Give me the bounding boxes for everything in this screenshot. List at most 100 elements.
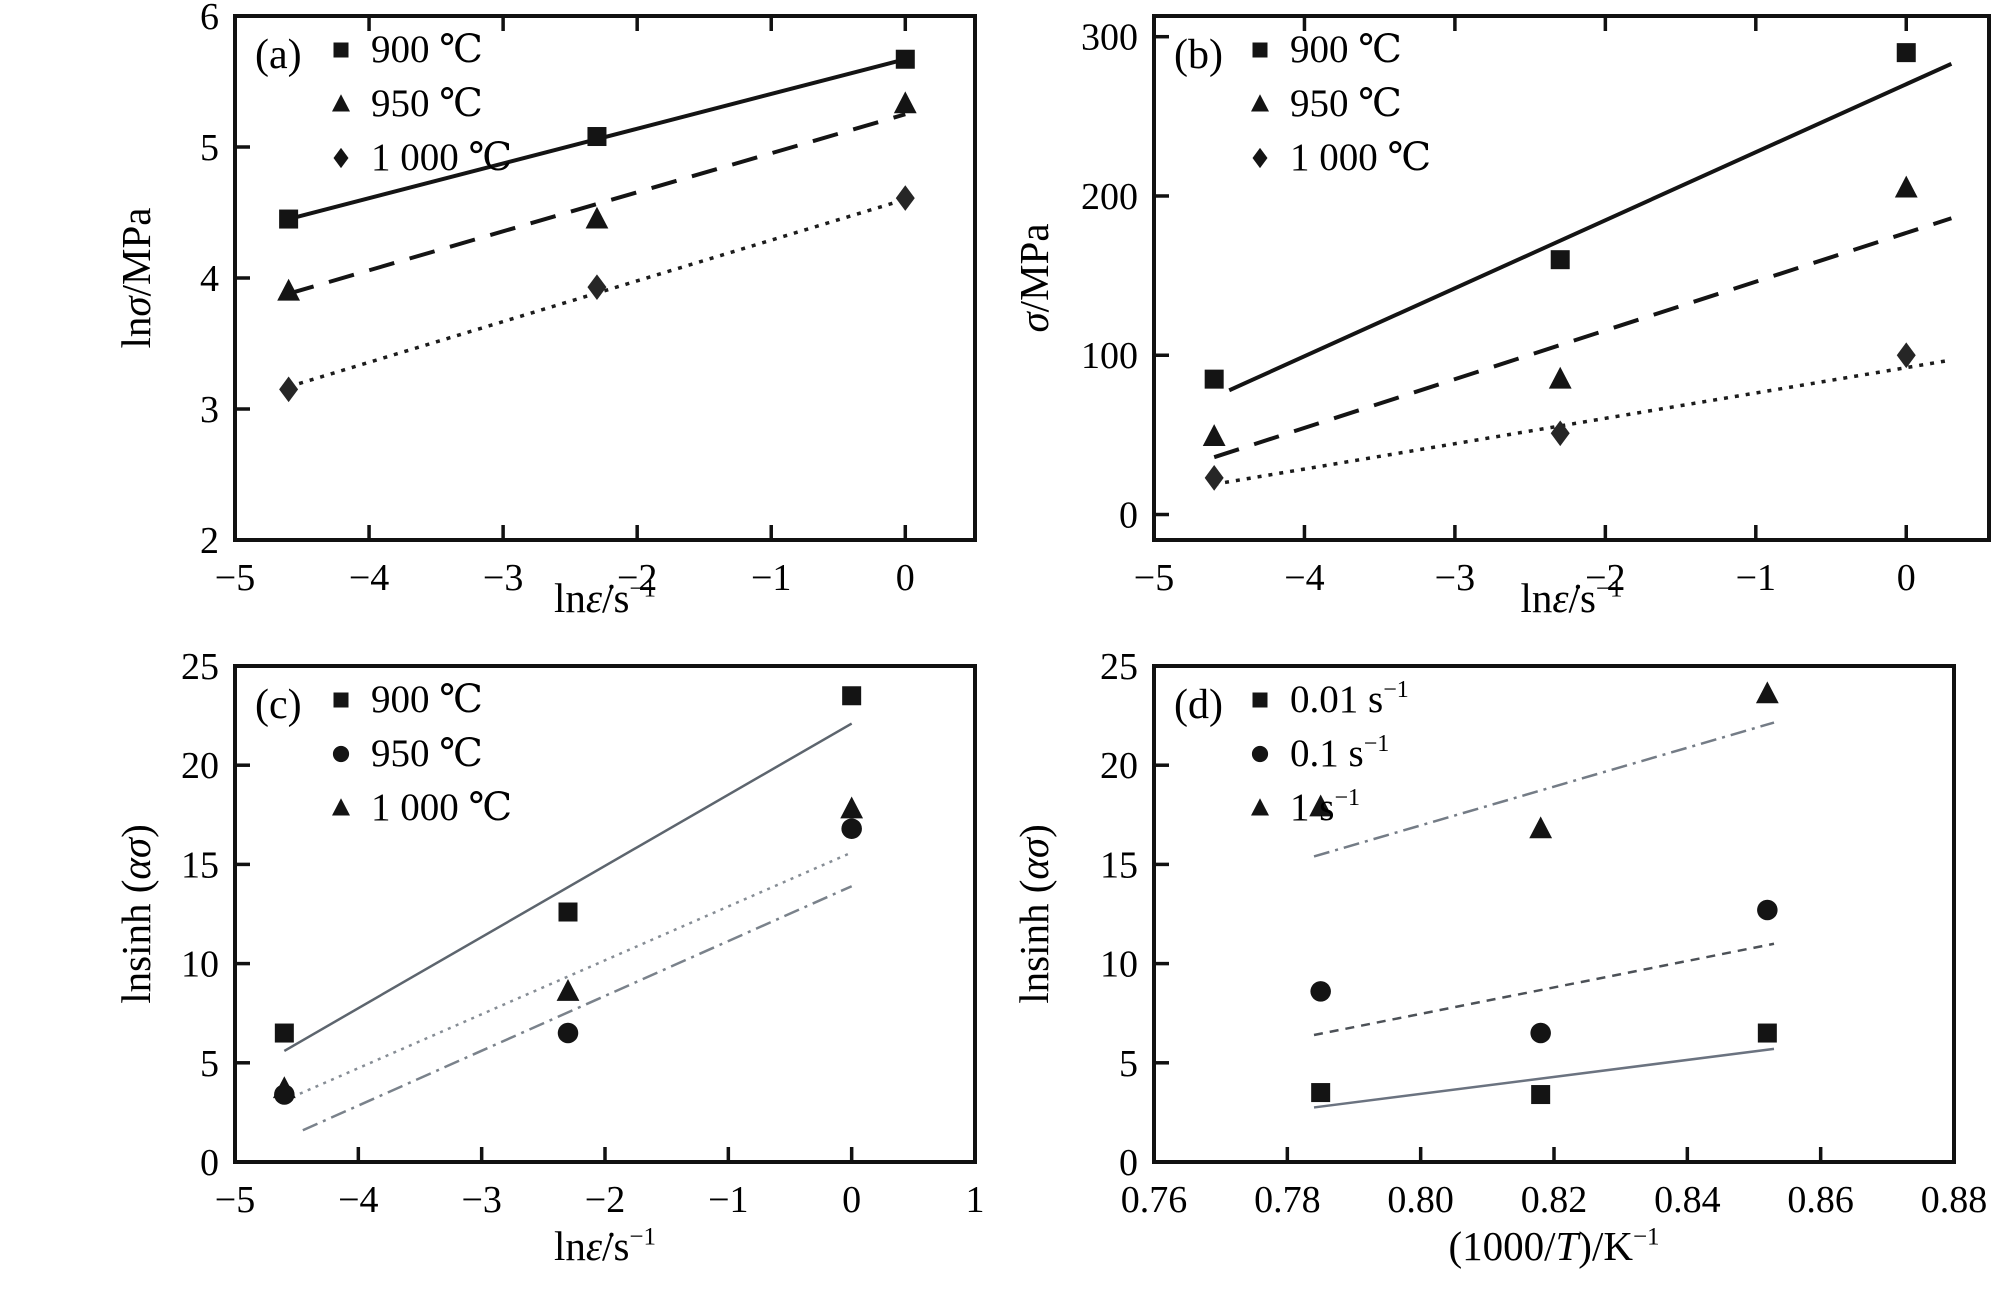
x-tick-label: −1 (708, 1179, 748, 1221)
data-point-square (1204, 369, 1224, 389)
x-tick-label: −5 (1134, 557, 1174, 599)
x-axis-label: lnε̇/s−1 (1520, 575, 1622, 621)
x-tick-label: −4 (349, 557, 389, 599)
data-point-square (1550, 250, 1570, 270)
x-tick-label: −3 (1435, 557, 1475, 599)
y-tick-label: 5 (200, 127, 219, 169)
data-point-circle (557, 1022, 579, 1044)
plot-border (233, 664, 977, 1164)
legend-circle-swatch (1251, 745, 1269, 763)
x-tick-label: 0.80 (1387, 1179, 1454, 1221)
x-tick-label: 0.88 (1921, 1179, 1988, 1221)
y-axis-label: lnsinh (ασ) (113, 824, 159, 1004)
x-tick-label: −2 (585, 1179, 625, 1221)
data-point-diamond (1896, 342, 1916, 369)
x-tick-label: 0 (1897, 557, 1916, 599)
x-tick-label: −5 (215, 1179, 255, 1221)
x-axis-label: lnε̇/s−1 (554, 1223, 656, 1269)
data-point-square (587, 127, 607, 147)
data-point-triangle (1755, 681, 1779, 704)
legend-diamond-swatch (333, 147, 349, 169)
x-axis-label: (1000/T)/K−1 (1448, 1223, 1659, 1269)
legend-circle-swatch (332, 745, 350, 763)
data-point-triangle (840, 796, 864, 819)
fit-line (1228, 61, 1953, 393)
x-tick-label: −1 (751, 557, 791, 599)
y-tick-label: 0 (1119, 495, 1138, 537)
x-tick-label: 0 (842, 1179, 861, 1221)
fit-line (1213, 216, 1953, 460)
data-point-square (279, 209, 299, 229)
legend-label: 1 s−1 (1290, 785, 1360, 829)
legend-label: 900 ℃ (1290, 28, 1402, 71)
fit-line (283, 722, 853, 1052)
data-point-square (842, 686, 862, 706)
y-tick-label: 0 (200, 1142, 219, 1184)
legend-label: 0.1 s−1 (1290, 731, 1389, 775)
data-point-triangle (585, 206, 609, 229)
y-tick-label: 100 (1081, 335, 1138, 377)
fit-line (283, 851, 853, 1102)
legend-triangle-swatch (1251, 798, 1269, 816)
data-point-square (1311, 1083, 1331, 1103)
legend-label: 1 000 ℃ (371, 136, 512, 179)
panel-b: −5 −4 −3 −2 −1 0 0 100 200 300 lnε̇/s−1 σ/MPa (b) 900… (1004, 0, 2008, 644)
data-point-square (558, 902, 578, 922)
fit-line (288, 112, 906, 296)
x-tick-label: −5 (215, 557, 255, 599)
y-tick-label: 20 (181, 745, 219, 787)
y-tick-label: 2 (200, 520, 219, 562)
panel-a-chart: −5 −4 −3 −2 −1 0 2 3 4 5 6 lnε̇/s−1 lnσ/MPa (a) 900 ℃ 9… (113, 0, 977, 621)
data-point-diamond (1550, 420, 1570, 447)
legend-label: 0.01 s−1 (1290, 677, 1409, 721)
y-tick-label: 15 (181, 844, 219, 886)
data-point-triangle (272, 1076, 296, 1099)
legend-square-swatch (333, 692, 349, 708)
panel-letter: (c) (255, 682, 302, 728)
y-axis-label: σ/MPa (1011, 223, 1057, 332)
legend-triangle-swatch (1251, 94, 1269, 112)
legend-label: 1 000 ℃ (371, 786, 512, 829)
fit-line (1313, 721, 1775, 858)
x-tick-label: 0.84 (1654, 1179, 1721, 1221)
data-point-diamond (1204, 465, 1224, 491)
legend-label: 950 ℃ (1290, 82, 1402, 125)
x-tick-label: −2 (617, 557, 657, 599)
x-tick-label: 0.86 (1787, 1179, 1854, 1221)
legend-label: 900 ℃ (371, 678, 483, 721)
data-point-triangle (893, 91, 917, 114)
y-tick-label: 0 (1119, 1142, 1138, 1184)
x-tick-label: −4 (1284, 557, 1324, 599)
y-tick-label: 25 (1100, 646, 1138, 688)
y-axis-label: lnσ/MPa (113, 208, 159, 349)
data-point-diamond (279, 376, 299, 403)
legend-diamond-swatch (1252, 147, 1268, 169)
panel-c: −5 −4 −3 −2 −1 0 1 0 5 10 15 20 25 lnε̇/s−1 lnsinh (ασ… (0, 644, 1004, 1289)
panel-b-chart: −5 −4 −3 −2 −1 0 0 100 200 300 lnε̇/s−1 σ/MPa (b) 900… (1011, 14, 1991, 621)
x-tick-label: −4 (338, 1179, 378, 1221)
data-point-circle (1757, 899, 1778, 921)
data-point-diamond (587, 274, 607, 300)
legend-label: 950 ℃ (371, 732, 483, 775)
y-tick-label: 10 (181, 944, 219, 986)
y-tick-label: 25 (181, 646, 219, 688)
panel-letter: (a) (255, 32, 302, 78)
data-point-triangle (556, 979, 580, 1001)
panel-letter: (b) (1174, 32, 1223, 78)
data-point-circle (1530, 1022, 1551, 1044)
y-tick-label: 15 (1100, 844, 1138, 886)
legend-square-swatch (1252, 692, 1268, 708)
legend-square-swatch (1252, 42, 1268, 58)
data-point-square (1896, 43, 1916, 63)
fit-line (1313, 1047, 1775, 1109)
legend-triangle-swatch (332, 94, 350, 112)
x-tick-label: 1 (966, 1179, 985, 1221)
y-tick-label: 6 (200, 0, 219, 38)
panel-a: −5 −4 −3 −2 −1 0 2 3 4 5 6 lnε̇/s−1 lnσ/MPa (a) 900 ℃ 9… (0, 0, 1004, 644)
data-point-triangle (1529, 816, 1553, 839)
panel-d: 0.76 0.78 0.80 0.82 0.84 0.86 0.88 0 5 10 15 20 25 (1… (1004, 644, 2008, 1289)
y-tick-label: 4 (200, 258, 219, 300)
